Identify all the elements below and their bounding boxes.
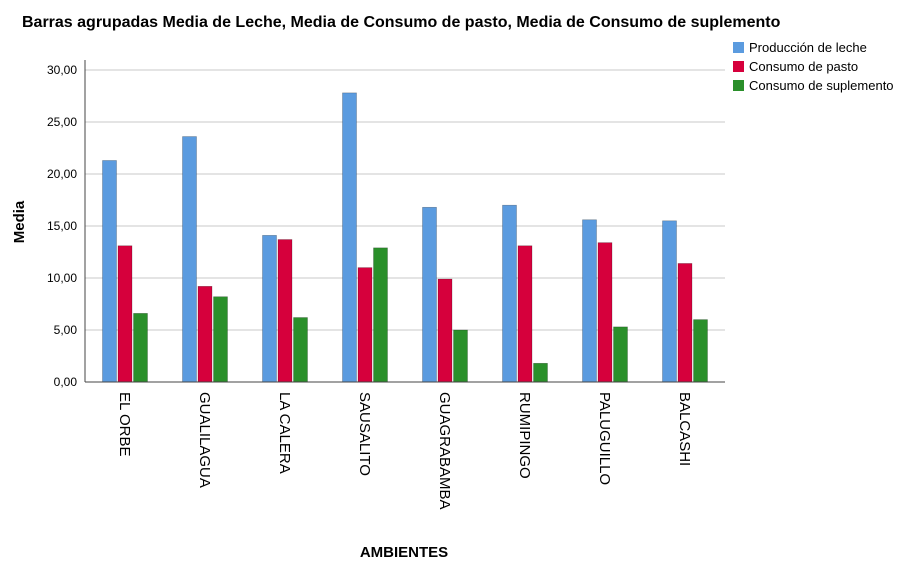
bar-3-2	[373, 247, 388, 383]
x-axis-label: AMBIENTES	[360, 544, 448, 561]
bar-4-0	[422, 206, 437, 383]
chart-title: Barras agrupadas Media de Leche, Media d…	[22, 14, 781, 31]
bar-7-1	[677, 263, 693, 383]
x-categories: EL ORBE GUALILAGUA LA CALERA SAUSALITO GUAGR…	[116, 392, 693, 510]
y-tick-label: 0,00	[54, 375, 78, 389]
bar-1-2	[213, 296, 228, 383]
legend-label: Producción de leche	[749, 40, 867, 55]
bar-5-1	[517, 245, 533, 383]
bar-3-0	[342, 92, 357, 383]
x-category-label: PALUGUILLO	[596, 392, 613, 485]
axes	[84, 60, 725, 383]
legend-swatch	[733, 61, 744, 72]
bar-4-1	[437, 278, 453, 383]
bar-4-2	[453, 329, 468, 383]
legend-label: Consumo de suplemento	[749, 78, 894, 93]
bar-3-1	[357, 267, 373, 383]
legend-swatch	[733, 42, 744, 53]
bar-5-2	[533, 362, 548, 383]
bar-0-1	[117, 245, 133, 383]
bar-1-1	[197, 286, 213, 383]
y-tick-label: 15,00	[47, 219, 77, 233]
x-category-label: EL ORBE	[116, 392, 133, 456]
bar-6-0	[582, 219, 597, 383]
x-category-label: SAUSALITO	[356, 392, 373, 476]
y-ticks: 0,00 5,00 10,00 15,00 20,00 25,00 30,00	[47, 63, 77, 389]
bar-2-1	[277, 239, 293, 383]
bar-0-0	[102, 160, 117, 383]
x-category-label: GUAGRABAMBA	[436, 392, 453, 510]
bar-5-0	[502, 204, 517, 383]
bar-6-2	[613, 326, 628, 383]
y-tick-label: 30,00	[47, 63, 77, 77]
legend: Producción de leche Consumo de pasto Consu…	[733, 40, 894, 93]
x-category-label: GUALILAGUA	[196, 392, 213, 488]
bar-2-2	[293, 317, 308, 383]
bar-2-0	[262, 235, 277, 383]
bar-0-2	[133, 313, 148, 383]
y-tick-label: 5,00	[54, 323, 78, 337]
bars	[102, 92, 708, 383]
gridlines	[85, 69, 725, 331]
y-tick-label: 10,00	[47, 271, 77, 285]
bar-7-0	[662, 220, 677, 383]
bar-6-1	[597, 242, 613, 383]
x-category-label: LA CALERA	[276, 392, 293, 474]
x-category-label: BALCASHI	[676, 392, 693, 466]
bar-1-0	[182, 136, 197, 383]
y-axis-label: Media	[11, 200, 28, 243]
y-tick-label: 25,00	[47, 115, 77, 129]
legend-label: Consumo de pasto	[749, 59, 858, 74]
legend-swatch	[733, 80, 744, 91]
y-tick-label: 20,00	[47, 167, 77, 181]
x-category-label: RUMIPINGO	[516, 392, 533, 479]
bar-7-2	[693, 319, 708, 383]
